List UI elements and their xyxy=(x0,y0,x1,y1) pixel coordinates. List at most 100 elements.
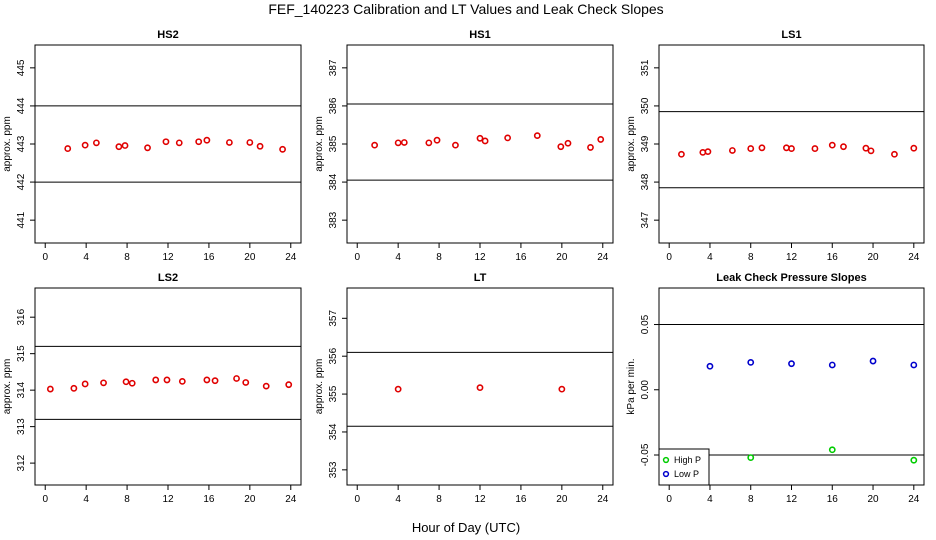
data-point xyxy=(481,137,489,145)
x-tick-label: 16 xyxy=(827,494,839,505)
data-point xyxy=(81,380,89,388)
panel-title: LT xyxy=(474,272,487,284)
data-point xyxy=(452,141,459,149)
x-tick-label: 0 xyxy=(666,494,672,505)
x-tick-label: 4 xyxy=(395,494,401,505)
panel-3: LS1 0 4 8 12 16 20 24 347 348 349 350 351 approx. ppm xyxy=(626,29,925,263)
x-tick-label: 8 xyxy=(436,494,442,505)
y-axis-label: approx. ppm xyxy=(314,116,325,172)
data-point xyxy=(504,134,512,142)
data-point xyxy=(557,143,565,151)
x-tick-label: 8 xyxy=(124,252,130,263)
data-point xyxy=(476,134,484,142)
data-point xyxy=(233,375,240,382)
x-tick-label: 4 xyxy=(707,494,713,505)
data-point xyxy=(678,150,685,158)
data-point xyxy=(115,143,123,151)
data-point xyxy=(558,385,566,393)
data-point xyxy=(122,378,130,386)
x-tick-label: 4 xyxy=(395,252,401,263)
data-point xyxy=(46,385,54,393)
y-tick-label: 353 xyxy=(328,461,339,478)
y-axis-label: approx. ppm xyxy=(2,359,13,415)
x-tick-label: 12 xyxy=(162,494,174,505)
data-point xyxy=(70,384,78,392)
y-axis-label: approx. ppm xyxy=(626,116,637,172)
data-point xyxy=(81,141,89,149)
data-point xyxy=(828,446,836,454)
data-point xyxy=(195,138,203,146)
x-tick-label: 16 xyxy=(827,252,839,263)
x-tick-label: 20 xyxy=(556,252,568,263)
data-point xyxy=(747,145,755,152)
x-tick-label: 12 xyxy=(786,494,798,505)
y-axis-label: kPa per min. xyxy=(626,358,637,414)
data-point xyxy=(867,147,875,155)
y-tick-label: 356 xyxy=(328,347,339,364)
panel-5: LT 0 4 8 12 16 20 24 353 354 355 356 357 approx. ppm xyxy=(314,272,614,505)
y-tick-label: 442 xyxy=(16,173,27,190)
x-tick-label: 20 xyxy=(867,252,879,263)
data-point xyxy=(564,139,572,147)
y-tick-label: 348 xyxy=(640,173,651,190)
data-point xyxy=(910,361,918,369)
legend-label: High P xyxy=(674,455,701,465)
y-tick-label: 385 xyxy=(328,135,339,152)
x-tick-label: 8 xyxy=(124,494,130,505)
data-point xyxy=(178,377,186,385)
y-tick-label: 441 xyxy=(16,211,27,228)
data-point xyxy=(828,361,836,369)
data-point xyxy=(162,138,170,146)
y-tick-label: 387 xyxy=(328,59,339,76)
x-tick-label: 12 xyxy=(162,252,174,263)
data-point xyxy=(163,376,171,384)
x-tick-label: 24 xyxy=(285,494,297,505)
x-tick-label: 8 xyxy=(748,494,754,505)
y-tick-label: 0.00 xyxy=(640,380,651,400)
panel-title: HS2 xyxy=(157,29,178,41)
x-tick-label: 16 xyxy=(515,252,527,263)
data-point xyxy=(910,144,918,152)
x-tick-label: 24 xyxy=(908,494,920,505)
x-tick-label: 20 xyxy=(556,494,568,505)
x-tick-label: 8 xyxy=(436,252,442,263)
x-tick-label: 0 xyxy=(666,252,672,263)
data-point xyxy=(788,360,795,368)
x-tick-label: 0 xyxy=(354,252,360,263)
data-point xyxy=(433,136,441,144)
data-point xyxy=(910,456,918,464)
data-point xyxy=(100,379,107,387)
x-tick-label: 0 xyxy=(42,494,48,505)
panel-title: LS1 xyxy=(781,29,801,41)
x-tick-label: 12 xyxy=(474,494,486,505)
data-point xyxy=(758,144,766,152)
y-tick-label: 350 xyxy=(640,97,651,114)
data-point xyxy=(862,144,870,152)
data-point xyxy=(203,136,211,144)
y-tick-label: 314 xyxy=(16,381,27,398)
x-tick-label: 20 xyxy=(244,494,256,505)
data-point xyxy=(828,141,836,149)
x-tick-label: 0 xyxy=(42,252,48,263)
data-point xyxy=(394,139,402,147)
y-tick-label: 312 xyxy=(16,454,27,471)
data-point xyxy=(371,141,379,149)
panel-6: Leak Check Pressure Slopes 0 4 8 12 16 20 24 -0.… xyxy=(626,272,925,505)
legend-box xyxy=(658,448,710,486)
y-axis-label: approx. ppm xyxy=(2,116,13,172)
panel-2: HS1 0 4 8 12 16 20 24 383 384 385 386 387 approx. ppm xyxy=(314,29,614,263)
y-tick-label: 386 xyxy=(328,97,339,114)
y-tick-label: 445 xyxy=(16,59,27,76)
y-tick-label: 313 xyxy=(16,418,27,435)
data-point xyxy=(891,150,898,158)
data-point xyxy=(262,382,270,390)
data-point xyxy=(728,147,736,154)
x-tick-label: 16 xyxy=(203,494,215,505)
figure-title: FEF_140223 Calibration and LT Values and… xyxy=(268,1,663,17)
y-axis-label: approx. ppm xyxy=(314,359,325,415)
x-tick-label: 24 xyxy=(597,252,609,263)
y-tick-label: -0.05 xyxy=(640,443,651,466)
data-point xyxy=(64,145,72,152)
data-point xyxy=(175,139,183,147)
